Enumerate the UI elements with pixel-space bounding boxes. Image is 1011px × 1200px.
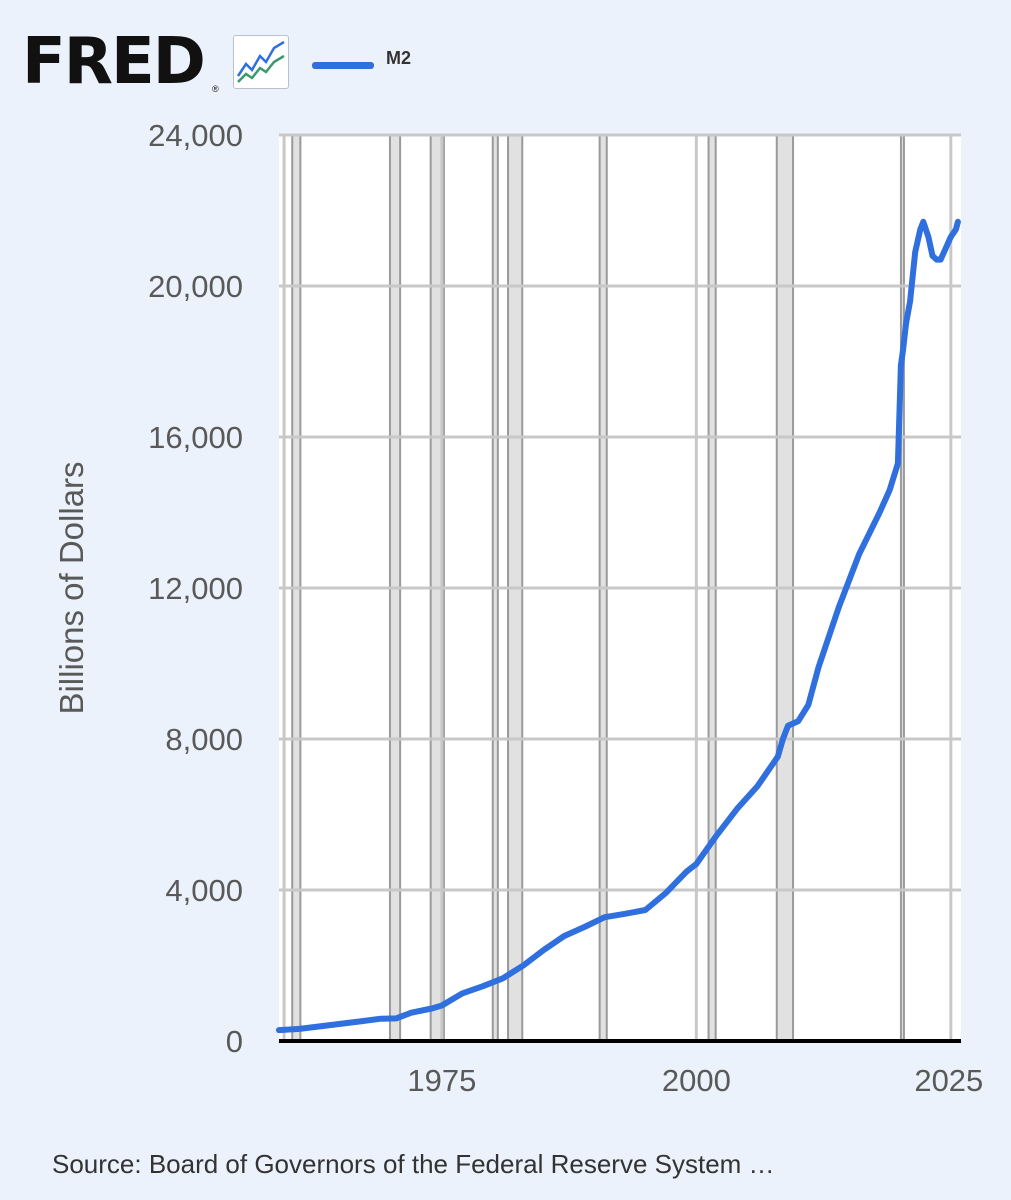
legend-series-label[interactable]: M2 <box>386 48 412 68</box>
line-chart: 0 4,000 8,000 12,000 16,000 20,000 24,000 1975… <box>53 118 983 1098</box>
registered-mark: ® <box>212 84 219 94</box>
y-tick-label: 20,000 <box>148 269 243 304</box>
m2-series-line <box>276 218 961 1034</box>
line-chart-icon <box>233 35 289 89</box>
y-axis-label: Billions of Dollars <box>53 461 90 714</box>
y-tick-label: 4,000 <box>165 873 243 908</box>
grid-lines <box>279 133 961 1043</box>
y-tick-label: 16,000 <box>148 420 243 455</box>
source-note[interactable]: Source: Board of Governors of the Federa… <box>52 1149 775 1179</box>
x-axis-ticks: 1975 2000 2025 <box>407 1063 983 1098</box>
x-tick-label: 2025 <box>914 1063 983 1098</box>
legend-series-swatch <box>312 62 374 69</box>
y-axis-ticks: 0 4,000 8,000 12,000 16,000 20,000 24,000 <box>148 118 243 1059</box>
x-tick-label: 2000 <box>662 1063 731 1098</box>
y-tick-label: 12,000 <box>148 571 243 606</box>
y-tick-label: 8,000 <box>165 722 243 757</box>
fred-logo[interactable]: FRED <box>22 25 206 99</box>
y-tick-label: 0 <box>226 1024 243 1059</box>
x-tick-label: 1975 <box>407 1063 476 1098</box>
y-tick-label: 24,000 <box>148 118 243 153</box>
